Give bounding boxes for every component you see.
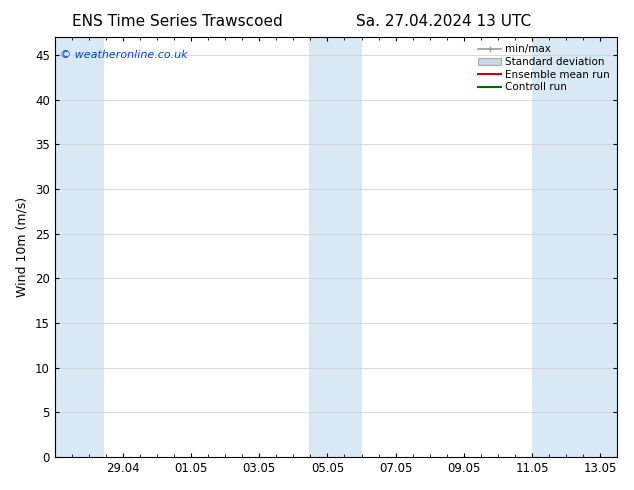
Text: ENS Time Series Trawscoed: ENS Time Series Trawscoed [72,14,283,29]
Bar [532,37,618,457]
Text: Sa. 27.04.2024 13 UTC: Sa. 27.04.2024 13 UTC [356,14,531,29]
Text: © weatheronline.co.uk: © weatheronline.co.uk [60,49,188,60]
Bar [55,37,104,457]
Bar [309,37,361,457]
Legend: min/max, Standard deviation, Ensemble mean run, Controll run: min/max, Standard deviation, Ensemble me… [476,42,612,94]
Y-axis label: Wind 10m (m/s): Wind 10m (m/s) [15,197,28,297]
